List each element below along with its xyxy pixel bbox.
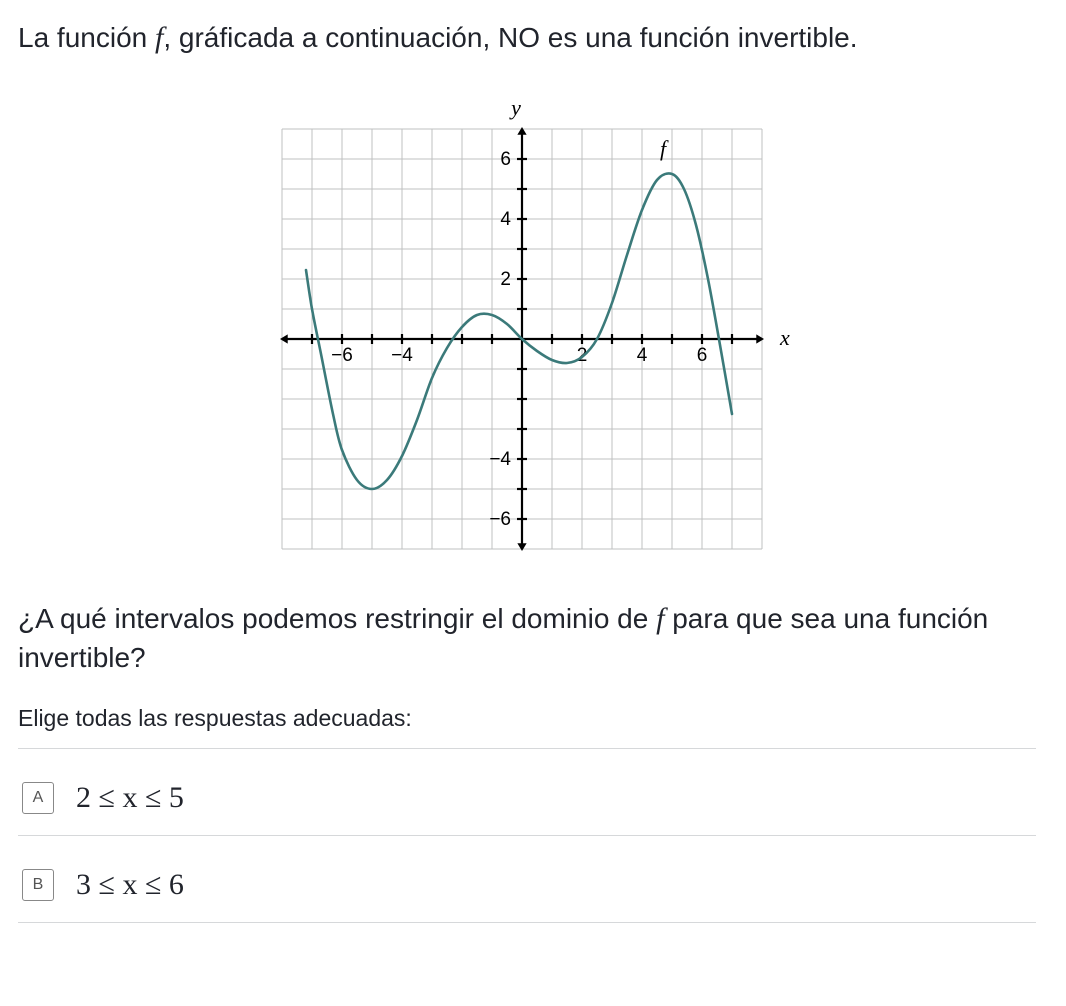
svg-text:−6: −6 (331, 345, 353, 366)
options-divider (18, 748, 1036, 749)
question-text: ¿A qué intervalos podemos restringir el … (18, 599, 1036, 677)
option-b[interactable]: B 3 ≤ x ≤ 6 (18, 860, 1036, 910)
statement-post: , gráficada a continuación, NO es una fu… (163, 22, 857, 53)
statement-text: La función f, gráficada a continuación, … (18, 18, 1036, 59)
svg-text:−4: −4 (489, 449, 511, 470)
statement-pre: La función (18, 22, 155, 53)
svg-text:x: x (779, 325, 790, 350)
options-divider (18, 835, 1036, 836)
option-text-b: 3 ≤ x ≤ 6 (76, 868, 184, 902)
svg-text:y: y (509, 95, 521, 120)
svg-text:4: 4 (500, 209, 511, 230)
question-pre: ¿A qué intervalos podemos restringir el … (18, 603, 656, 634)
svg-text:2: 2 (500, 269, 511, 290)
function-graph: −6−4246642−4−6xyf (262, 89, 792, 559)
svg-text:4: 4 (637, 345, 648, 366)
svg-text:−4: −4 (391, 345, 413, 366)
question-page: La función f, gráficada a continuación, … (0, 0, 1066, 977)
svg-text:6: 6 (500, 149, 511, 170)
instruction-text: Elige todas las respuestas adecuadas: (18, 705, 1036, 732)
option-a[interactable]: A 2 ≤ x ≤ 5 (18, 773, 1036, 823)
svg-text:−6: −6 (489, 509, 511, 530)
chart-container: −6−4246642−4−6xyf (18, 89, 1036, 559)
option-text-a: 2 ≤ x ≤ 5 (76, 781, 184, 815)
svg-text:6: 6 (697, 345, 708, 366)
options-divider (18, 922, 1036, 923)
option-badge-b: B (22, 869, 54, 901)
option-badge-a: A (22, 782, 54, 814)
